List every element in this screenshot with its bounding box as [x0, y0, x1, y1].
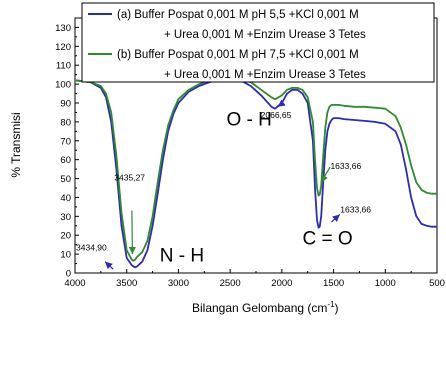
x-tick-label: 3000	[168, 278, 189, 289]
y-tick-label: 120	[55, 42, 71, 53]
peak-label: 1633,66	[340, 205, 371, 215]
x-axis-title: Bilangan Gelombang (cm-1)	[192, 300, 339, 315]
y-tick-label: 70	[60, 136, 71, 147]
x-tick-label: 1000	[375, 278, 396, 289]
y-tick-label: 90	[60, 99, 71, 110]
series-line-a	[74, 77, 437, 269]
y-tick-label: 0	[66, 269, 71, 280]
legend-a-line1: (a) Buffer Pospat 0,001 M pH 5,5 +KCl 0,…	[117, 9, 359, 21]
annotation-arrow	[331, 214, 341, 223]
functional-group-label: O - H	[227, 110, 272, 131]
x-tick-label: 1500	[323, 278, 344, 289]
y-tick-label: 100	[55, 80, 71, 91]
annotation-arrow	[277, 99, 286, 108]
functional-group-label: N - H	[160, 246, 204, 267]
x-axis-title-sup: -1	[327, 300, 335, 309]
y-tick-label: 10	[60, 250, 71, 261]
x-axis: 4000 3500 3000 2500 2000 1500 1000 500	[64, 269, 445, 289]
y-tick-label: 130	[55, 23, 71, 34]
y-tick-label: 60	[60, 155, 71, 166]
peak-label: 3435,27	[114, 172, 145, 182]
series-line-b	[74, 77, 437, 262]
x-tick-label: 4000	[64, 278, 85, 289]
legend-b-line2: + Urea 0,001 M +Enzim Urease 3 Tetes	[164, 69, 366, 81]
peak-label: 2066,65	[261, 110, 292, 120]
y-axis: 0 10 20 30 40 50 60 70 80 90 100 110 120 130	[55, 23, 79, 280]
x-tick-label: 2500	[220, 278, 241, 289]
functional-group-label: C = O	[303, 229, 353, 250]
x-axis-title-end: )	[335, 301, 339, 315]
y-tick-label: 80	[60, 117, 71, 128]
annotation-arrow	[104, 261, 114, 270]
annotation-arrow	[320, 166, 331, 183]
y-tick-label: 40	[60, 193, 71, 204]
y-tick-label: 110	[56, 61, 71, 72]
y-tick-label: 30	[60, 212, 71, 223]
peak-label: 1633,66	[330, 161, 361, 171]
series-group	[74, 77, 437, 269]
x-tick-label: 500	[429, 278, 445, 289]
y-tick-label: 50	[60, 174, 71, 185]
y-tick-label: 20	[60, 231, 71, 242]
x-tick-label: 3500	[116, 278, 137, 289]
legend: (a) Buffer Pospat 0,001 M pH 5,5 +KCl 0,…	[81, 2, 435, 83]
y-axis-title: % Transmisi	[9, 112, 23, 177]
legend-box	[81, 2, 435, 83]
x-tick-label: 2000	[271, 278, 292, 289]
peak-label: 3434,90	[76, 242, 107, 252]
legend-a-line2: + Urea 0,001 M +Enzim Urease 3 Tetes	[164, 29, 366, 41]
annotation-arrow	[128, 210, 136, 255]
x-axis-title-main: Bilangan Gelombang (cm	[192, 301, 327, 315]
legend-b-line1: (b) Buffer Pospat 0,001 M pH 7,5 +KCl 0,…	[117, 49, 359, 61]
